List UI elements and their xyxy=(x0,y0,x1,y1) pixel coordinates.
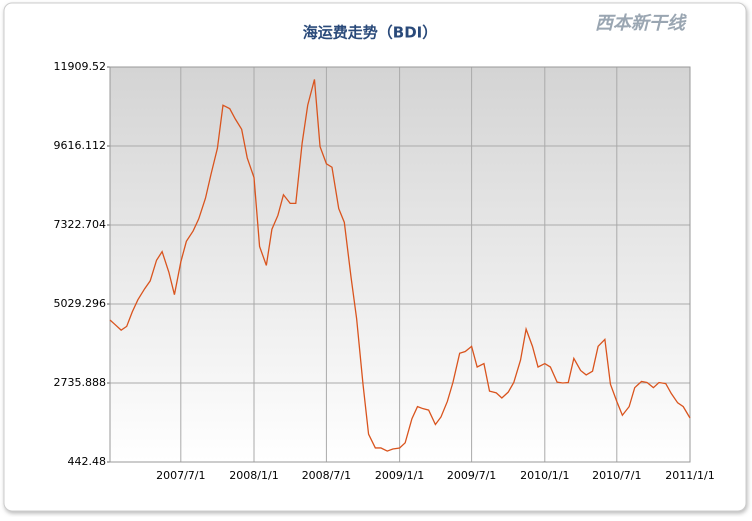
data-line xyxy=(109,79,691,452)
y-tick-label: 442.48 xyxy=(68,455,107,468)
x-tick-label: 2010/1/1 xyxy=(520,469,569,482)
logo: 西本新干线 xyxy=(595,13,687,34)
y-tick-label: 2735.888 xyxy=(54,376,107,389)
plot-border xyxy=(109,66,691,463)
x-tick-label: 2009/7/1 xyxy=(447,469,496,482)
x-tick-label: 2009/1/1 xyxy=(375,469,424,482)
x-tick-label: 2007/7/1 xyxy=(156,469,205,482)
x-tick-label: 2010/7/1 xyxy=(592,469,641,482)
y-tick-label: 7322.704 xyxy=(54,218,107,231)
x-tick-label: 2008/7/1 xyxy=(302,469,351,482)
y-tick-label: 5029.296 xyxy=(54,297,107,310)
y-tick-label: 9616.112 xyxy=(54,139,107,152)
x-tick-label: 2011/1/1 xyxy=(665,469,714,482)
chart-title: 海运费走势（BDI） xyxy=(303,24,437,42)
x-tick-label: 2008/1/1 xyxy=(229,469,278,482)
y-tick-label: 11909.52 xyxy=(54,60,107,73)
